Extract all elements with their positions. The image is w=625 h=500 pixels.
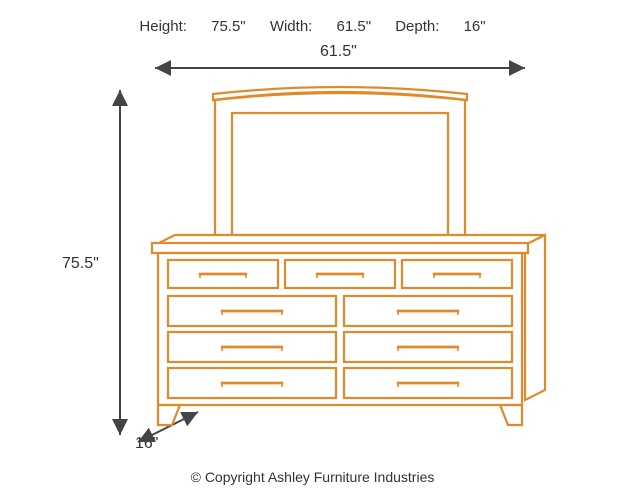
furniture-diagram [0, 0, 625, 500]
copyright-text: © Copyright Ashley Furniture Industries [0, 469, 625, 485]
mirror [213, 87, 467, 245]
